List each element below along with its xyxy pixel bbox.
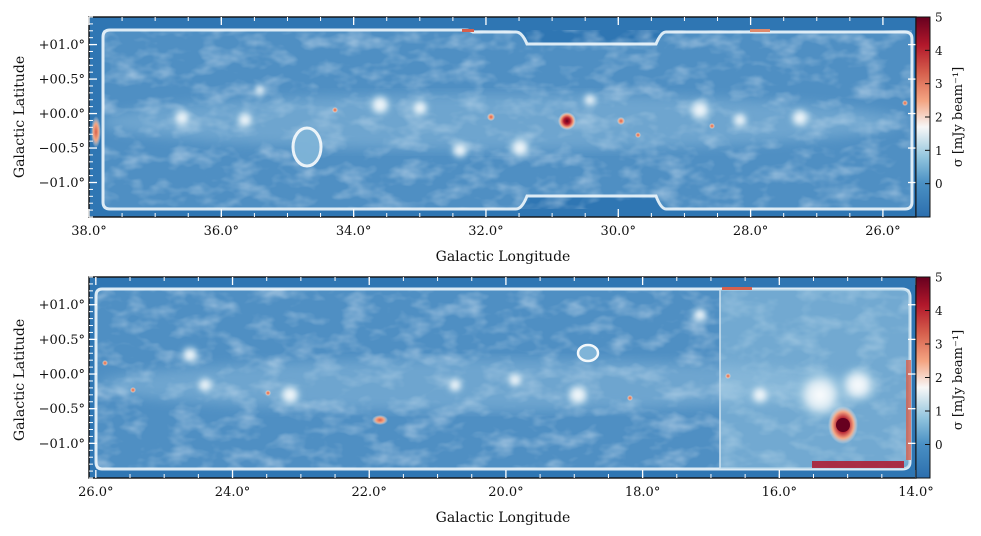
x-tick-label: 16.0° xyxy=(762,485,797,500)
x-tick-label: 26.0° xyxy=(78,485,113,500)
x-tick-label: 26.0° xyxy=(865,224,900,239)
y-tick-label: +00.0° xyxy=(39,107,85,122)
x-tick-label: 22.0° xyxy=(351,485,386,500)
y-tick-label: −00.5° xyxy=(39,142,85,157)
x-tick-label: 32.0° xyxy=(468,224,503,239)
axis-tick-labels-top: 38.0° 36.0° 34.0° 32.0° 30.0° 28.0° 26.0° +01.0… xyxy=(39,38,901,239)
y-tick-label: +01.0° xyxy=(39,38,85,53)
colorbar-tick-label: 3 xyxy=(935,77,943,91)
axis-ticks-top xyxy=(88,16,917,218)
bright-sources-bottom xyxy=(102,287,911,468)
y-tick-label: +01.0° xyxy=(39,298,85,313)
y-tick-label: +00.0° xyxy=(39,368,85,383)
y-tick-label: +00.5° xyxy=(39,333,85,348)
y-axis-label-bottom: Galactic Latitude xyxy=(12,319,28,441)
colorbar-tick-label: 0 xyxy=(935,438,943,452)
panel-bottom: 26.0° 24.0° 22.0° 20.0° 18.0° 16.0° 14.0° +01.0… xyxy=(12,271,966,527)
colorbar-tick-label: 5 xyxy=(935,11,943,25)
x-tick-label: 20.0° xyxy=(488,485,523,500)
x-tick-label: 38.0° xyxy=(71,224,106,239)
colorbar-label-bottom: σ [mJy beam⁻¹] xyxy=(951,330,966,430)
x-axis-label-top: Galactic Longitude xyxy=(436,249,571,265)
snr-shell-top xyxy=(291,126,323,168)
y-tick-label: −01.0° xyxy=(39,437,85,452)
x-tick-label: 14.0° xyxy=(898,485,933,500)
plane-emission-top xyxy=(100,94,900,150)
colorbar-tick-label: 2 xyxy=(935,111,943,125)
axis-tick-labels-bottom: 26.0° 24.0° 22.0° 20.0° 18.0° 16.0° 14.0° +01.0… xyxy=(39,298,934,500)
colorbar-tick-label: 0 xyxy=(935,177,943,191)
colorbar-tick-label: 1 xyxy=(935,144,943,158)
x-tick-label: 28.0° xyxy=(733,224,768,239)
x-tick-label: 36.0° xyxy=(204,224,239,239)
colorbar-tick-label: 3 xyxy=(935,338,943,352)
colorbar-tick-label: 4 xyxy=(935,304,943,318)
snr-shell-bottom xyxy=(576,343,600,363)
colorbar-ticks-bottom: 0 1 2 3 4 5 xyxy=(925,271,943,479)
diffuse-clumps-top xyxy=(172,83,811,160)
colorbar-tick-label: 5 xyxy=(935,271,943,285)
y-tick-label: −01.0° xyxy=(39,176,85,191)
panel-top: 38.0° 36.0° 34.0° 32.0° 30.0° 28.0° 26.0° +01.0… xyxy=(12,11,966,266)
x-axis-label-bottom: Galactic Longitude xyxy=(436,510,571,526)
x-tick-label: 24.0° xyxy=(215,485,250,500)
y-axis-label-top: Galactic Latitude xyxy=(12,56,28,178)
x-tick-label: 30.0° xyxy=(601,224,636,239)
colorbar-tick-label: 1 xyxy=(935,405,943,419)
y-tick-label: +00.5° xyxy=(39,73,85,88)
colorbar-label-top: σ [mJy beam⁻¹] xyxy=(951,67,966,167)
colorbar-tick-label: 4 xyxy=(935,44,943,58)
x-tick-label: 34.0° xyxy=(336,224,371,239)
y-tick-label: −00.5° xyxy=(39,402,85,417)
colorbar-ticks-top: 0 1 2 3 4 5 xyxy=(925,11,943,218)
bright-sources-top xyxy=(91,29,908,148)
diffuse-clumps-bottom xyxy=(180,306,878,421)
x-tick-label: 18.0° xyxy=(625,485,660,500)
colorbar-tick-label: 2 xyxy=(935,371,943,385)
